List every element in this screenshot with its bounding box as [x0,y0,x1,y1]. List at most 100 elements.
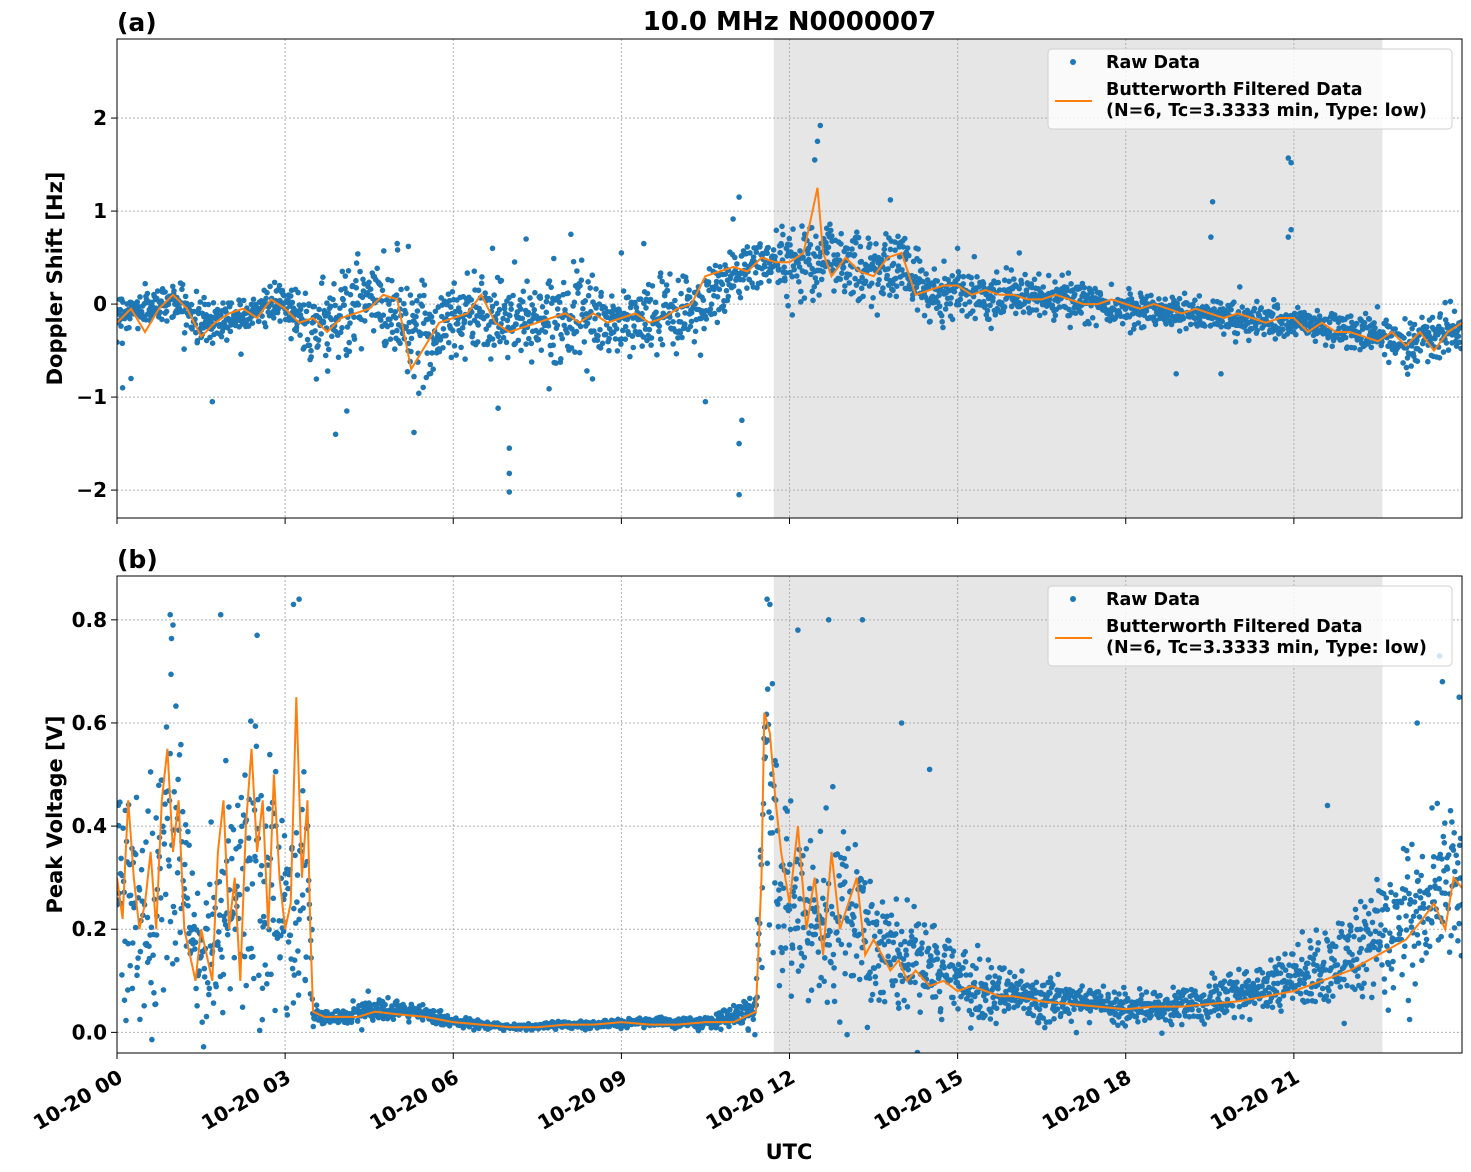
raw-data-point [422,310,429,317]
raw-data-point [526,335,532,342]
raw-data-point [178,741,184,748]
raw-data-point [797,248,803,254]
raw-data-point [905,961,912,968]
raw-data-point [283,880,289,886]
raw-data-point [359,1027,365,1033]
legend-marker-raw [1070,59,1076,65]
raw-data-point [518,347,524,354]
raw-data-point [903,947,909,953]
raw-data-point [852,275,858,282]
raw-data-point [872,980,879,987]
raw-data-point [119,340,126,347]
raw-data-point [853,239,859,246]
raw-data-point [610,303,616,310]
raw-data-point [865,909,871,916]
raw-data-point [171,909,178,916]
raw-data-point [585,292,592,299]
raw-data-point [783,269,789,276]
raw-data-point [869,901,875,908]
raw-data-point [429,319,436,325]
raw-data-point [1113,996,1120,1003]
raw-data-point [1151,989,1158,996]
raw-data-point [270,895,277,902]
raw-data-point [992,312,999,318]
raw-data-point [545,323,552,329]
raw-data-point [686,294,693,301]
raw-data-point [145,808,151,814]
raw-data-point [217,946,224,953]
raw-data-point [630,344,637,351]
raw-data-point [508,301,514,307]
raw-data-point [823,239,829,246]
raw-data-point [1314,307,1321,314]
raw-data-point [1374,304,1381,310]
raw-data-point [444,311,451,318]
raw-data-point [620,288,627,294]
raw-data-point [891,955,898,961]
raw-data-point [1192,297,1198,304]
raw-data-point [1036,1006,1043,1013]
raw-data-point [720,303,727,309]
raw-data-point [462,356,468,362]
raw-data-point [1122,306,1129,313]
raw-data-point [458,344,464,351]
raw-data-point [203,312,210,318]
raw-data-point [1153,317,1159,324]
raw-data-point [708,301,715,308]
raw-data-point [786,235,793,242]
raw-data-point [360,276,366,283]
raw-data-point [1001,1008,1008,1014]
raw-data-point [427,370,434,377]
raw-data-point [468,297,475,303]
raw-data-point [1042,1002,1049,1009]
raw-data-point [765,244,771,251]
raw-data-point [970,308,976,314]
raw-data-point [1086,320,1092,327]
raw-data-point [515,337,522,344]
raw-data-point [894,921,900,927]
raw-data-point [168,635,175,642]
raw-data-point [852,841,859,848]
raw-data-point [167,918,174,925]
raw-data-point [784,869,791,875]
raw-data-point [249,320,256,327]
raw-data-point [659,278,665,285]
raw-data-point [675,335,681,341]
raw-data-point [120,299,126,305]
raw-data-point [267,751,273,758]
raw-data-point [887,246,894,253]
raw-data-point [592,315,598,322]
raw-data-point [802,269,809,276]
raw-data-point [423,374,430,381]
raw-data-point [381,248,387,254]
raw-data-point [1309,322,1315,329]
raw-data-point [796,264,803,270]
raw-data-point [769,830,776,836]
raw-data-point [343,352,350,359]
raw-data-point [812,253,819,259]
raw-data-point [497,338,503,345]
raw-data-point [330,296,336,303]
raw-data-point [880,285,886,291]
raw-data-point [539,304,546,310]
raw-data-point [487,297,494,303]
raw-data-point [119,972,125,978]
raw-data-point [740,277,746,283]
raw-data-point [324,341,331,347]
raw-data-point [778,944,784,951]
raw-data-point [840,264,847,271]
raw-data-point [1274,305,1281,311]
raw-data-point [228,300,235,306]
raw-data-point [927,318,933,325]
raw-data-point [394,327,400,334]
raw-data-point [934,278,941,284]
raw-data-point [297,332,303,338]
raw-data-point [1297,990,1304,997]
legend-label-raw: Raw Data [1106,53,1200,73]
raw-data-point [900,244,906,250]
raw-data-point [1456,339,1462,346]
raw-data-point [446,297,453,304]
raw-data-point [1136,986,1143,992]
raw-data-point [800,852,806,859]
raw-data-point [936,988,943,995]
